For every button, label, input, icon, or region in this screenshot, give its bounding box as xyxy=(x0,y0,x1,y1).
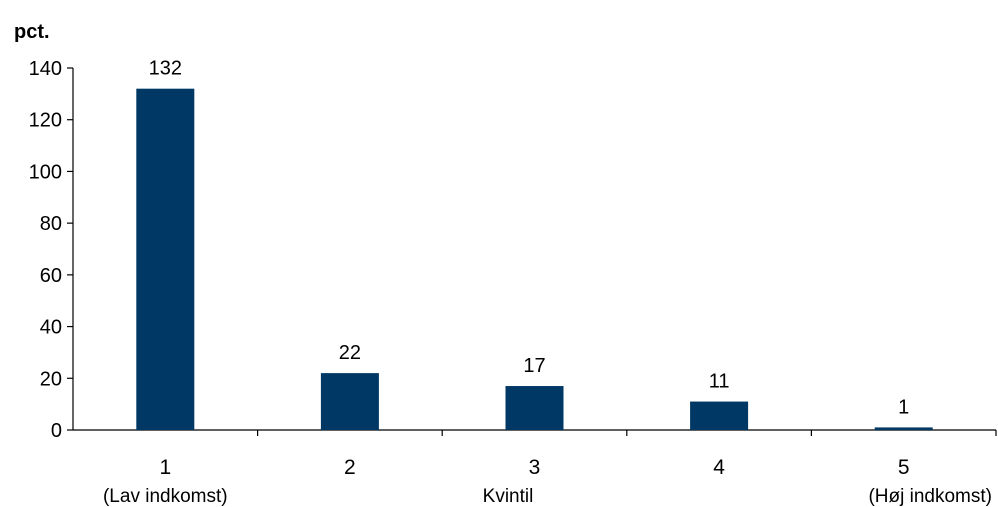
data-label: 17 xyxy=(523,355,545,377)
y-tick-label: 100 xyxy=(29,161,62,183)
y-tick-label: 80 xyxy=(40,213,62,235)
x-axis-label: Kvintil xyxy=(483,486,534,507)
y-axis-ticks: 0 20 40 60 80 100 120 140 xyxy=(29,58,73,442)
bar xyxy=(874,427,933,430)
bar xyxy=(136,88,195,430)
category-label: 5 xyxy=(898,456,910,479)
category-label: 2 xyxy=(344,456,356,479)
category-sublabel: (Høj indkomst) xyxy=(868,486,992,507)
category-label: 4 xyxy=(713,456,725,479)
y-tick-label: 140 xyxy=(29,58,62,80)
y-tick-label: 40 xyxy=(40,317,62,339)
category-label: 3 xyxy=(529,456,541,479)
y-tick-label: 60 xyxy=(40,265,62,287)
x-axis-ticks xyxy=(257,430,997,436)
y-tick-label: 120 xyxy=(29,110,62,132)
y-tick-label: 0 xyxy=(51,420,62,442)
data-label: 1 xyxy=(898,396,909,418)
data-label: 132 xyxy=(149,58,182,80)
bar xyxy=(320,373,379,430)
bar xyxy=(690,401,749,430)
category-sublabel: (Lav indkomst) xyxy=(103,486,228,507)
data-label: 22 xyxy=(339,342,361,364)
category-label: 1 xyxy=(159,456,171,479)
bars-group xyxy=(136,88,933,430)
bar xyxy=(505,386,564,430)
category-labels-group: 1 (Lav indkomst) 2 3 4 5 (Høj indkomst) xyxy=(103,456,992,507)
y-tick-label: 20 xyxy=(40,368,62,390)
data-label: 11 xyxy=(709,371,730,393)
y-unit-label: pct. xyxy=(14,21,50,43)
